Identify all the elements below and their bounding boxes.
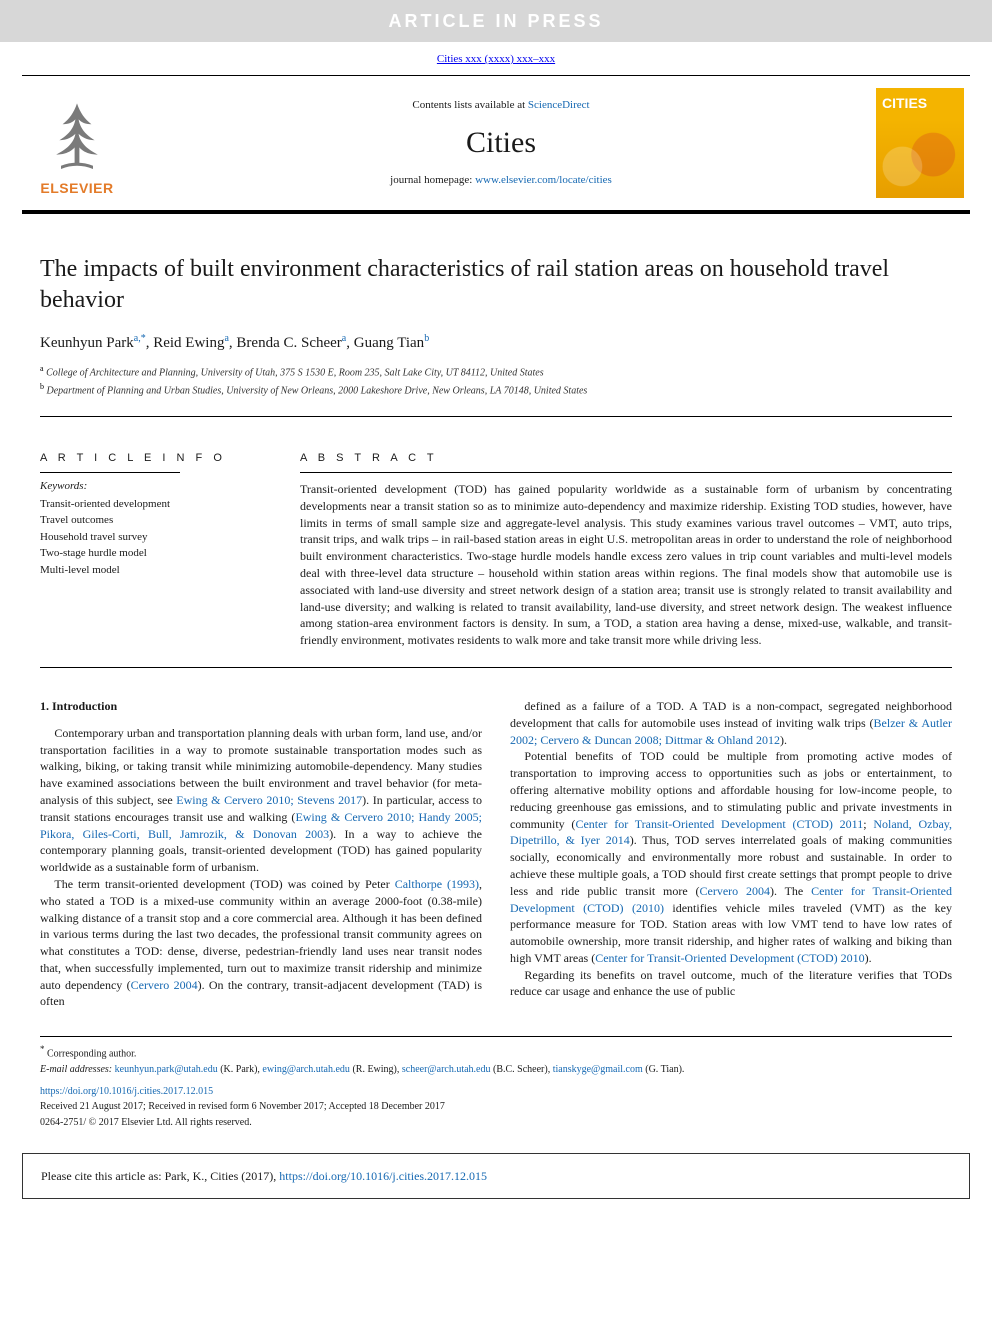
please-cite-box: Please cite this article as: Park, K., C… xyxy=(22,1153,970,1199)
abstract-heading: A B S T R A C T xyxy=(300,451,952,466)
article-title: The impacts of built environment charact… xyxy=(40,254,952,316)
keywords-divider xyxy=(40,472,180,473)
publisher-name: ELSEVIER xyxy=(40,179,113,198)
contents-prefix: Contents lists available at xyxy=(412,99,527,111)
abstract-divider xyxy=(300,472,952,473)
section-heading: 1. Introduction xyxy=(40,698,482,715)
author-email-who: (R. Ewing), xyxy=(350,1064,399,1075)
cite-prefix: Please cite this article as: Park, K., C… xyxy=(41,1169,279,1183)
doi-line: https://doi.org/10.1016/j.cities.2017.12… xyxy=(40,1085,952,1099)
author-email-who: (B.C. Scheer), xyxy=(491,1064,551,1075)
cover-art xyxy=(876,119,964,198)
body-paragraph: defined as a failure of a TOD. A TAD is … xyxy=(510,698,952,748)
cite-doi-link[interactable]: https://doi.org/10.1016/j.cities.2017.12… xyxy=(279,1169,487,1183)
masthead-center: Contents lists available at ScienceDirec… xyxy=(132,84,870,202)
journal-reference-line: Cities xxx (xxxx) xxx–xxx xyxy=(0,52,992,67)
corresponding-label: Corresponding author. xyxy=(47,1049,136,1060)
keywords-label: Keywords: xyxy=(40,479,260,494)
keywords-list: Transit-oriented developmentTravel outco… xyxy=(40,496,260,579)
keyword-item: Household travel survey xyxy=(40,529,260,546)
info-abstract-row: A R T I C L E I N F O Keywords: Transit-… xyxy=(40,437,952,649)
journal-masthead: ELSEVIER Contents lists available at Sci… xyxy=(22,75,970,214)
body-two-columns: 1. Introduction Contemporary urban and t… xyxy=(40,698,952,1010)
author-list: Keunhyun Parka,*, Reid Ewinga, Brenda C.… xyxy=(40,332,952,353)
author-email-who: (K. Park), xyxy=(218,1064,260,1075)
asterisk-icon: * xyxy=(40,1044,45,1054)
divider-rule xyxy=(40,667,952,668)
publisher-logo-block: ELSEVIER xyxy=(22,84,132,202)
keyword-item: Travel outcomes xyxy=(40,512,260,529)
author-email-link[interactable]: keunhyun.park@utah.edu xyxy=(115,1064,218,1075)
body-paragraph: The term transit-oriented development (T… xyxy=(40,876,482,1010)
email-label: E-mail addresses: xyxy=(40,1064,112,1075)
affiliation-item: b Department of Planning and Urban Studi… xyxy=(40,381,952,398)
keyword-item: Multi-level model xyxy=(40,562,260,579)
banner-text: ARTICLE IN PRESS xyxy=(388,9,603,33)
corresponding-author-note: * Corresponding author. xyxy=(40,1043,952,1061)
elsevier-tree-icon xyxy=(37,97,117,177)
article-in-press-banner: ARTICLE IN PRESS xyxy=(0,0,992,42)
homepage-prefix: journal homepage: xyxy=(390,174,475,186)
article-history: Received 21 August 2017; Received in rev… xyxy=(40,1100,952,1114)
divider-rule xyxy=(40,416,952,417)
contents-available-line: Contents lists available at ScienceDirec… xyxy=(412,98,589,113)
article-header: The impacts of built environment charact… xyxy=(40,254,952,417)
body-right-column: defined as a failure of a TOD. A TAD is … xyxy=(510,698,952,1010)
author-email-link[interactable]: scheer@arch.utah.edu xyxy=(402,1064,491,1075)
keyword-item: Transit-oriented development xyxy=(40,496,260,513)
body-paragraph: Regarding its benefits on travel outcome… xyxy=(510,967,952,1001)
abstract-column: A B S T R A C T Transit-oriented develop… xyxy=(300,437,952,649)
abstract-text: Transit-oriented development (TOD) has g… xyxy=(300,481,952,649)
author-email-who: (G. Tian). xyxy=(643,1064,685,1075)
journal-homepage-link[interactable]: www.elsevier.com/locate/cities xyxy=(475,174,612,186)
doi-link[interactable]: https://doi.org/10.1016/j.cities.2017.12… xyxy=(40,1086,213,1097)
copyright-line: 0264-2751/ © 2017 Elsevier Ltd. All righ… xyxy=(40,1116,952,1130)
email-addresses-line: E-mail addresses: keunhyun.park@utah.edu… xyxy=(40,1062,952,1077)
body-paragraph: Contemporary urban and transportation pl… xyxy=(40,725,482,876)
affiliation-item: a College of Architecture and Planning, … xyxy=(40,363,952,380)
cover-title: CITIES xyxy=(876,88,964,119)
journal-cover-thumbnail: CITIES xyxy=(876,88,964,198)
journal-homepage-line: journal homepage: www.elsevier.com/locat… xyxy=(390,173,612,188)
author-email-link[interactable]: tianskyge@gmail.com xyxy=(553,1064,643,1075)
affiliation-list: a College of Architecture and Planning, … xyxy=(40,363,952,398)
sciencedirect-link[interactable]: ScienceDirect xyxy=(528,99,590,111)
keyword-item: Two-stage hurdle model xyxy=(40,545,260,562)
article-info-heading: A R T I C L E I N F O xyxy=(40,451,260,466)
journal-title: Cities xyxy=(466,123,536,164)
footnotes-block: * Corresponding author. E-mail addresses… xyxy=(40,1036,952,1076)
body-paragraph: Potential benefits of TOD could be multi… xyxy=(510,748,952,966)
author-email-link[interactable]: ewing@arch.utah.edu xyxy=(262,1064,350,1075)
article-info-column: A R T I C L E I N F O Keywords: Transit-… xyxy=(40,437,260,649)
journal-ref-link[interactable]: Cities xxx (xxxx) xxx–xxx xyxy=(437,53,555,65)
body-left-column: 1. Introduction Contemporary urban and t… xyxy=(40,698,482,1010)
